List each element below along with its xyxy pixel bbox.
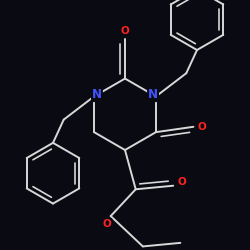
Text: N: N — [92, 88, 102, 101]
Text: O: O — [177, 177, 186, 187]
Text: O: O — [197, 122, 206, 132]
Text: N: N — [148, 88, 158, 101]
Text: O: O — [103, 219, 112, 229]
Text: O: O — [120, 26, 130, 36]
